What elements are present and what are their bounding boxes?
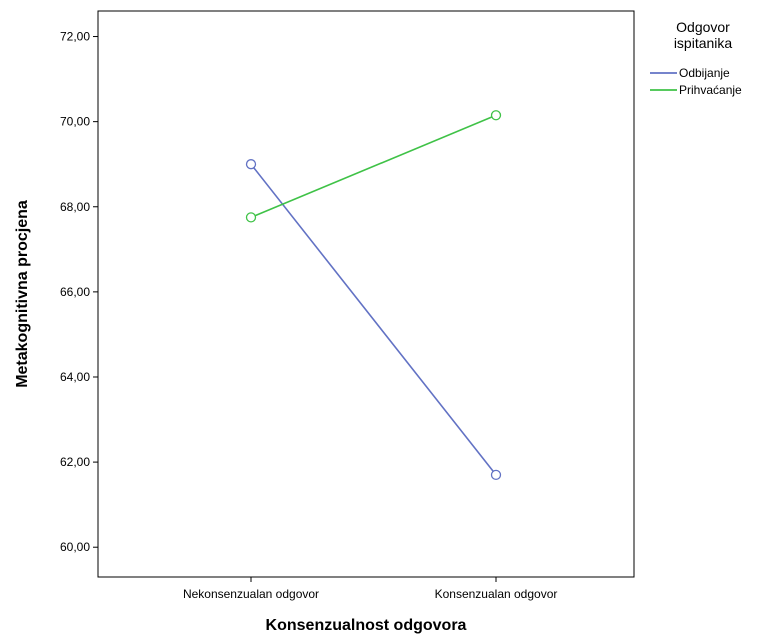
- legend-label: Prihvaćanje: [679, 83, 742, 97]
- legend-label: Odbijanje: [679, 66, 730, 80]
- legend: Odgovor ispitanika Odbijanje Prihvaćanje: [650, 19, 742, 97]
- y-tick-label: 68,00: [60, 200, 90, 214]
- y-tick-label: 66,00: [60, 285, 90, 299]
- data-point: [245, 212, 257, 223]
- data-point: [245, 159, 257, 170]
- y-tick-label: 70,00: [60, 115, 90, 129]
- y-tick-label: 72,00: [60, 30, 90, 44]
- data-point: [490, 469, 502, 481]
- legend-items: Odbijanje Prihvaćanje: [650, 66, 742, 97]
- x-tick-label: Konsenzualan odgovor: [435, 587, 558, 601]
- legend-title-line-2: ispitanika: [674, 35, 733, 51]
- y-tick-label: 60,00: [60, 540, 90, 554]
- legend-title-line-1: Odgovor: [676, 19, 730, 35]
- x-tick-label: Nekonsenzualan odgovor: [183, 587, 319, 601]
- y-axis-ticks: 60,00 62,00 64,00 66,00 68,00 70,00 72,00: [60, 30, 98, 554]
- plot-area: [97, 10, 635, 578]
- y-tick-label: 64,00: [60, 370, 90, 384]
- y-tick-label: 62,00: [60, 455, 90, 469]
- series-line-odbijanje: [250, 163, 497, 476]
- series-layer: [245, 110, 502, 481]
- y-axis-title: Metakognitivna procjena: [14, 200, 31, 388]
- data-point: [490, 110, 502, 121]
- x-axis-title: Konsenzualnost odgovora: [266, 617, 467, 634]
- x-axis-ticks: Nekonsenzualan odgovor Konsenzualan odgov…: [183, 577, 557, 601]
- series-line-prihvaćanje: [250, 114, 497, 219]
